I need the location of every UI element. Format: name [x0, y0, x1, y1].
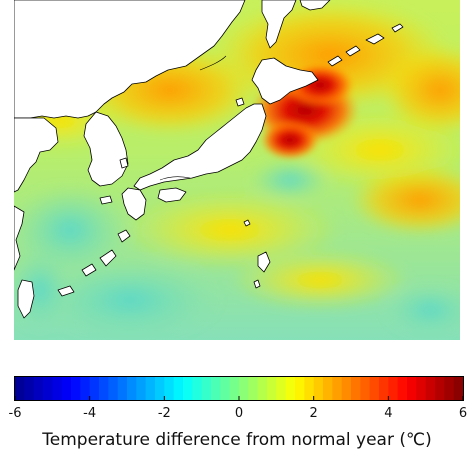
colorbar-cell: [173, 377, 184, 400]
colorbar-cell: [388, 377, 399, 400]
colorbar-cell: [99, 377, 109, 400]
colorbar-cell: [89, 377, 100, 400]
hokkaido: [251, 57, 319, 105]
ryukyu-3: [81, 263, 97, 277]
coast-details: [159, 55, 227, 181]
colorbar-cell: [360, 377, 371, 400]
colorbar-cell: [285, 377, 296, 400]
colorbar-cell: [267, 377, 277, 400]
ryukyu-4: [57, 285, 75, 297]
colorbar-cell: [164, 377, 175, 400]
map-left-margin: [0, 0, 14, 340]
map-right-margin: [460, 0, 474, 340]
colorbar-cell: [407, 377, 417, 400]
ryukyu-2: [99, 249, 117, 267]
small-island-1: [243, 219, 251, 227]
colorbar-cell: [379, 377, 389, 400]
colorbar-cell: [117, 377, 128, 400]
sakhalin: [261, 0, 297, 49]
ryukyu-1: [117, 229, 131, 243]
colorbar-tick-label: 0: [234, 406, 244, 421]
colorbar-cell: [313, 377, 324, 400]
colorbar-cell: [71, 377, 81, 400]
colorbar-cell: [332, 377, 343, 400]
colorbar-cell: [15, 377, 25, 400]
mainland-asia: [13, 0, 246, 119]
colorbar-tick-marks: [14, 396, 464, 400]
kuril-1: [365, 33, 385, 45]
colorbar-cell: [369, 377, 380, 400]
colorbar-cell: [80, 377, 91, 400]
colorbar-cell: [136, 377, 147, 400]
colorbar-label: Temperature difference from normal year …: [42, 430, 432, 450]
kuril-2: [345, 45, 361, 57]
colorbar-cell: [416, 377, 427, 400]
colorbar-frame: [14, 376, 464, 401]
shikoku: [157, 187, 187, 203]
colorbar-cell: [323, 377, 333, 400]
colorbar-tick-label: -4: [83, 406, 97, 421]
kuril-4: [391, 23, 404, 33]
small-island-2: [253, 279, 261, 289]
sakhalin-south: [299, 0, 331, 11]
colorbar-tick-label: 4: [384, 406, 393, 421]
colorbar-cell: [201, 377, 212, 400]
colorbar-cell: [192, 377, 203, 400]
colorbar-cell: [61, 377, 72, 400]
colorbar-cell: [108, 377, 119, 400]
colorbar-cell: [257, 377, 268, 400]
colorbar-cell: [229, 377, 240, 400]
china-coast: [13, 117, 59, 193]
colorbar-tick-label: 2: [309, 406, 318, 421]
colorbar-cell: [155, 377, 165, 400]
colorbar-cell: [239, 377, 249, 400]
colorbar-tick-label: -6: [8, 406, 22, 421]
colorbar-cell: [351, 377, 361, 400]
sado-island: [235, 97, 245, 107]
colorbar-cell: [453, 377, 464, 400]
colorbar-cell: [341, 377, 352, 400]
kuril-3: [327, 55, 343, 67]
colorbar-cell: [444, 377, 455, 400]
sea-temperature-anomaly-map: [0, 0, 474, 340]
colorbar-cell: [276, 377, 287, 400]
colorbar-cell: [220, 377, 231, 400]
colorbar-cell: [295, 377, 305, 400]
colorbar-cell: [24, 377, 35, 400]
colorbar-cell: [435, 377, 445, 400]
izu-island: [257, 251, 271, 273]
colorbar-cell: [425, 377, 436, 400]
kyushu: [121, 187, 147, 221]
colorbar-tick-label: -2: [157, 406, 171, 421]
colorbar-cell: [145, 377, 156, 400]
colorbar-cell: [183, 377, 193, 400]
colorbar: [14, 376, 464, 401]
jeju: [99, 195, 113, 205]
land: [13, 0, 404, 319]
korean-peninsula: [83, 111, 129, 187]
honshu: [133, 103, 267, 191]
colorbar-cell: [33, 377, 44, 400]
colorbar-cell: [43, 377, 53, 400]
colorbar-cell: [304, 377, 315, 400]
taiwan: [17, 279, 35, 319]
colorbar-cell: [127, 377, 137, 400]
tsushima: [119, 157, 129, 169]
colorbar-cell: [397, 377, 408, 400]
colorbar-cell: [211, 377, 221, 400]
colorbar-cell: [248, 377, 259, 400]
colorbar-tick-label: 6: [458, 406, 468, 421]
colorbar-cells: [15, 377, 464, 400]
colorbar-cell: [52, 377, 63, 400]
